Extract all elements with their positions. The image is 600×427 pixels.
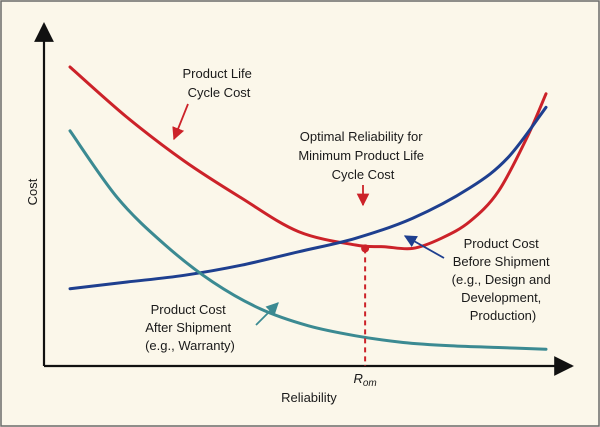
series-line-cost-after-shipment: [68, 129, 548, 351]
before-shipment-annotation-line-3: (e.g., Design and: [452, 272, 551, 287]
before-shipment-annotation-line-4: Development,: [461, 290, 541, 305]
before-shipment-annotation-line-2: Before Shipment: [453, 254, 550, 269]
after-shipment-annotation-line-2: After Shipment: [145, 320, 231, 335]
series-line-life-cycle-cost: [68, 65, 548, 251]
before-shipment-annotation-line-5: Production): [470, 308, 536, 323]
before-shipment-annotation-line-1: Product Cost: [464, 236, 540, 251]
after-shipment-annotation-line-3: (e.g., Warranty): [145, 338, 235, 353]
optimal-annotation-line-2: Minimum Product Life: [298, 148, 424, 163]
series-line-cost-before-shipment: [68, 105, 548, 291]
after-shipment-annotation-arrow: [255, 302, 279, 326]
optimum-point: [361, 244, 370, 253]
optimal-annotation-line-1: Optimal Reliability for: [300, 129, 423, 144]
after-shipment-annotation-line-1: Product Cost: [151, 302, 227, 317]
x-axis-label: Reliability: [281, 390, 337, 405]
before-shipment-annotation-arrow: [403, 235, 445, 259]
x-tick-label-rom: Rom: [353, 371, 376, 389]
life-cycle-annotation: Product Life Cycle Cost: [183, 66, 256, 100]
y-axis-label: Cost: [25, 178, 40, 205]
x-tick-label-subscript: om: [363, 378, 377, 389]
optimal-annotation: Optimal Reliability for Minimum Product …: [298, 129, 427, 182]
x-tick-label-main: R: [353, 371, 362, 386]
life-cycle-annotation-line-2: Cycle Cost: [188, 85, 251, 100]
life-cycle-annotation-line-1: Product Life: [183, 66, 252, 81]
before-shipment-annotation: Product Cost Before Shipment (e.g., Desi…: [452, 236, 555, 323]
life-cycle-annotation-arrow: [172, 103, 189, 141]
after-shipment-annotation: Product Cost After Shipment (e.g., Warra…: [145, 302, 235, 353]
optimal-annotation-line-3: Cycle Cost: [332, 167, 395, 182]
